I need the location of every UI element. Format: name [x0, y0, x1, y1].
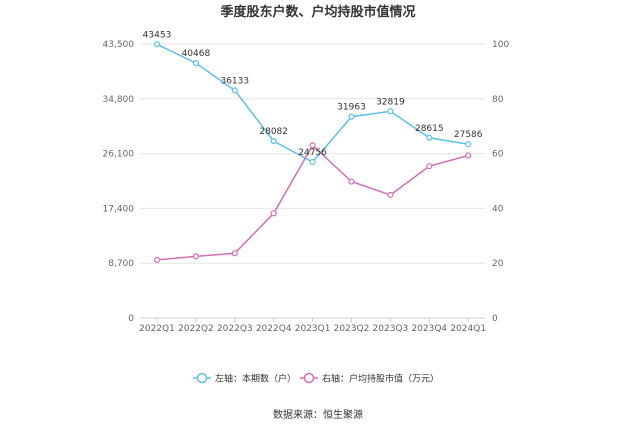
series-point-right [426, 163, 433, 170]
data-label: 28615 [415, 124, 444, 134]
y-right-tick-label: 80 [492, 95, 504, 105]
legend-item-left[interactable]: 左轴：本期数（户） [193, 373, 296, 385]
data-label: 27586 [454, 130, 483, 140]
data-source: 数据来源：恒生聚源 [273, 408, 363, 421]
series-point-left [309, 158, 316, 166]
series-point-right [270, 210, 277, 217]
series-point-right [309, 142, 316, 149]
x-tick-label: 2022Q2 [178, 324, 214, 334]
y-left-tick-label: 43,500 [103, 40, 135, 50]
data-label: 31963 [337, 103, 366, 113]
right-axis: 0 20 40 60 80 100 [492, 40, 509, 324]
legend-marker-right [303, 372, 315, 384]
y-right-tick-label: 20 [492, 259, 504, 269]
series-point-left [231, 87, 238, 94]
y-left-tick-label: 8,700 [108, 259, 134, 269]
data-label: 40468 [182, 49, 211, 59]
series-point-right [192, 253, 199, 260]
series-point-left [192, 59, 199, 67]
x-tick-label: 2023Q2 [334, 324, 370, 334]
y-right-tick-label: 40 [492, 204, 504, 214]
x-tick-label: 2023Q3 [373, 324, 409, 334]
legend: 左轴：本期数（户） 右轴：户均持股市值（万元） [193, 373, 439, 385]
data-label: 28082 [259, 127, 288, 137]
gridlines [140, 43, 485, 319]
series-point-left [270, 138, 277, 145]
series-point-left [387, 108, 394, 115]
y-left-tick-label: 26,100 [103, 150, 135, 160]
y-left-tick-label: 0 [128, 314, 134, 324]
series-point-right [387, 191, 394, 199]
left-axis: 0 8,700 17,400 26,100 34,800 43,500 [103, 40, 135, 324]
x-tick-label: 2022Q3 [217, 324, 253, 334]
data-label: 43453 [143, 30, 172, 40]
series-point-right [465, 152, 472, 159]
x-tick-label: 2024Q1 [450, 324, 486, 334]
legend-label-right: 右轴：户均持股市值（万元） [322, 373, 439, 385]
x-tick-label: 2023Q4 [411, 324, 447, 334]
x-axis: 2022Q1 2022Q2 2022Q3 2022Q4 2023Q1 2023Q2 2023… [139, 317, 486, 334]
series-point-right [231, 250, 238, 257]
data-labels: 43453 40468 36133 28082 24756 31963 32819 28615… [143, 30, 483, 158]
y-left-tick-label: 17,400 [103, 204, 135, 214]
legend-label-left: 左轴：本期数（户） [215, 373, 296, 385]
series-point-left [153, 41, 161, 48]
x-tick-label: 2022Q1 [139, 324, 175, 334]
x-tick-label: 2022Q4 [256, 324, 292, 334]
series-layer [153, 41, 472, 264]
legend-marker-left [196, 372, 208, 384]
data-label: 32819 [376, 97, 405, 107]
series-point-left [426, 134, 433, 141]
series-point-right [153, 256, 161, 264]
x-tick-label: 2023Q1 [295, 324, 331, 334]
series-point-left [348, 113, 355, 120]
data-label: 24756 [298, 148, 327, 158]
series-point-left [465, 141, 472, 148]
y-right-tick-label: 100 [492, 40, 509, 50]
y-right-tick-label: 60 [492, 150, 504, 160]
y-left-tick-label: 34,800 [103, 95, 135, 105]
data-label: 36133 [220, 76, 249, 86]
y-right-tick-label: 0 [492, 314, 498, 324]
series-point-right [348, 178, 355, 185]
legend-item-right[interactable]: 右轴：户均持股市值（万元） [300, 373, 439, 385]
chart-title: 季度股东户数、户均持股市值情况 [219, 4, 415, 20]
